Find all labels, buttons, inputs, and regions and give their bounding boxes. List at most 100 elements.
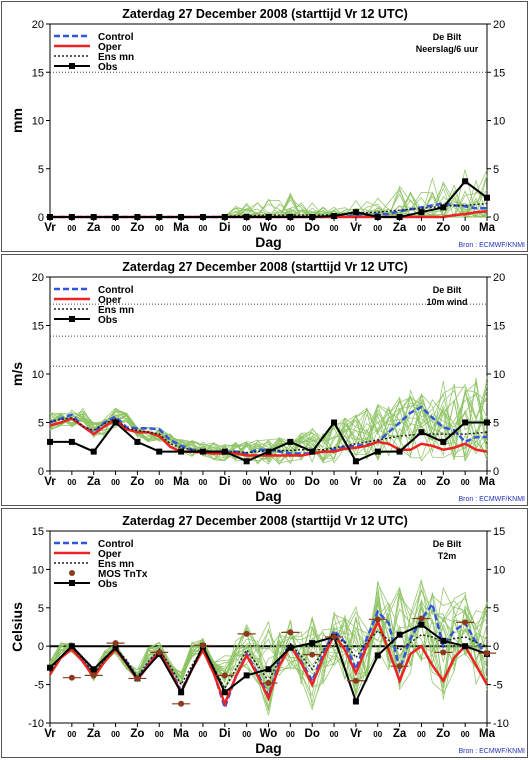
x-tick-label: 00 [286, 224, 295, 233]
x-tick-label: 00 [198, 730, 207, 739]
x-tick-label: Wo [260, 728, 278, 740]
y-tick-label-right: 10 [493, 116, 505, 128]
obs-marker [178, 448, 185, 455]
x-tick-label: 00 [373, 730, 382, 739]
x-tick-label: 00 [417, 730, 426, 739]
mos-point [221, 672, 228, 679]
x-tick-label: 00 [461, 224, 470, 233]
x-tick-label: 00 [242, 224, 251, 233]
legend-label: Obs [98, 62, 118, 73]
legend-obs-marker [69, 316, 75, 322]
x-tick-label: 00 [373, 478, 382, 487]
obs-marker [90, 666, 97, 673]
obs-marker [440, 204, 447, 211]
x-tick-label: 00 [286, 478, 295, 487]
mos-point [331, 633, 338, 640]
mos-point [309, 651, 316, 658]
obs-marker [287, 438, 294, 445]
x-tick-label: 00 [111, 224, 120, 233]
x-tick-label: 00 [111, 730, 120, 739]
obs-marker [309, 448, 316, 455]
x-tick-label: Za [393, 728, 407, 740]
obs-marker [374, 652, 381, 659]
y-tick-label-left: 0 [38, 466, 44, 478]
temperature-panel: Zaterdag 27 December 2008 (starttijd Vr … [1, 508, 528, 758]
legend-label: MOS TnTx [98, 569, 148, 580]
mos-point [243, 630, 250, 637]
obs-marker [199, 448, 206, 455]
obs-marker [331, 419, 338, 426]
x-tick-label: Zo [130, 728, 144, 740]
x-tick-label: Zo [130, 476, 144, 488]
obs-marker [47, 664, 53, 671]
x-tick-label: 00 [67, 730, 76, 739]
obs-marker [396, 631, 403, 638]
variable-name: 10m wind [426, 297, 467, 307]
obs-marker [374, 448, 381, 455]
station-name: De Bilt [433, 285, 462, 295]
obs-marker [352, 209, 359, 216]
x-tick-label: 00 [155, 224, 164, 233]
x-axis-label: Dag [255, 234, 281, 250]
obs-marker [178, 689, 185, 696]
obs-marker [287, 644, 294, 651]
obs-marker [243, 458, 250, 465]
x-tick-label: Zo [130, 222, 144, 234]
chart-svg: Zaterdag 27 December 2008 (starttijd Vr … [9, 7, 525, 250]
legend-label: Obs [98, 315, 118, 326]
obs-marker [309, 640, 316, 647]
obs-marker [418, 429, 425, 436]
y-axis-label: m/s [9, 362, 25, 386]
y-tick-label-left: 5 [38, 603, 44, 615]
y-tick-label-right: -10 [493, 718, 509, 730]
obs-marker [221, 689, 228, 696]
variable-name: T2m [438, 551, 457, 561]
y-tick-label-left: 10 [32, 564, 44, 576]
station-name: De Bilt [433, 32, 462, 42]
source-credit: Bron : ECMWF/KNMI [458, 748, 525, 755]
x-tick-label: Di [219, 476, 231, 488]
legend-label: Ens mn [98, 52, 134, 63]
obs-marker [47, 438, 53, 445]
x-tick-label: Ma [479, 476, 496, 488]
x-tick-label: Di [219, 728, 231, 740]
legend-label: Control [98, 285, 134, 296]
y-tick-label-right: 20 [493, 19, 505, 31]
y-tick-label-right: 10 [493, 564, 505, 576]
x-tick-label: 00 [111, 478, 120, 487]
legend-label: Control [98, 539, 134, 550]
mos-point [462, 619, 469, 626]
x-tick-label: Zo [436, 222, 450, 234]
obs-marker [265, 448, 272, 455]
x-tick-label: Zo [436, 476, 450, 488]
mos-point [178, 700, 185, 707]
y-tick-label-left: 15 [32, 321, 44, 333]
mos-point [287, 629, 294, 636]
legend-label: Obs [98, 579, 118, 590]
y-axis-label: mm [9, 108, 25, 133]
ensemble-member-line [49, 579, 488, 698]
x-tick-label: 00 [461, 730, 470, 739]
legend-obs-marker [69, 63, 75, 69]
mos-point [68, 674, 75, 681]
x-tick-label: Vr [44, 728, 56, 740]
x-tick-label: Wo [260, 222, 278, 234]
x-tick-label: Vr [350, 222, 362, 234]
ensemble-member-line [49, 589, 488, 711]
legend-label: Control [98, 32, 134, 43]
y-tick-label-left: 15 [32, 67, 44, 79]
legend-label: Oper [98, 549, 121, 560]
obs-marker [134, 438, 141, 445]
x-tick-label: 00 [198, 478, 207, 487]
y-tick-label-right: 0 [493, 641, 499, 653]
y-tick-label-left: 10 [32, 369, 44, 381]
mos-point [418, 615, 425, 622]
x-tick-label: Ma [173, 222, 190, 234]
x-axis-label: Dag [255, 488, 281, 504]
x-tick-label: Za [87, 728, 101, 740]
obs-marker [243, 672, 250, 679]
y-tick-label-right: 5 [493, 418, 499, 430]
y-tick-label-left: 5 [38, 164, 44, 176]
x-tick-label: Do [305, 222, 320, 234]
x-axis-label: Dag [255, 740, 281, 756]
